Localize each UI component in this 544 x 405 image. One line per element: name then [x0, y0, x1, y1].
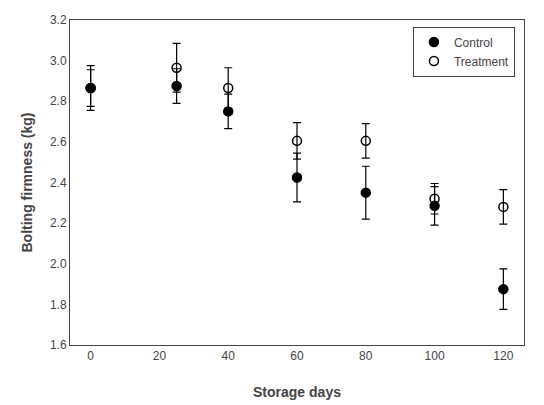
svg-text:2.6: 2.6 [50, 135, 67, 149]
svg-text:Storage days: Storage days [253, 384, 341, 400]
svg-text:1.6: 1.6 [50, 338, 67, 352]
svg-text:2.2: 2.2 [50, 216, 67, 230]
svg-text:120: 120 [493, 349, 513, 363]
svg-text:80: 80 [359, 349, 373, 363]
svg-text:Treatment: Treatment [454, 55, 509, 69]
svg-text:3.2: 3.2 [50, 13, 67, 27]
svg-text:0: 0 [87, 349, 94, 363]
svg-text:Bolting firmness (kg): Bolting firmness (kg) [19, 112, 35, 252]
svg-text:2.4: 2.4 [50, 176, 67, 190]
svg-text:Control: Control [454, 36, 493, 50]
svg-text:1.8: 1.8 [50, 298, 67, 312]
svg-text:2.8: 2.8 [50, 94, 67, 108]
svg-text:20: 20 [153, 349, 167, 363]
svg-text:60: 60 [290, 349, 304, 363]
svg-text:2.0: 2.0 [50, 257, 67, 271]
svg-text:100: 100 [425, 349, 445, 363]
svg-text:3.0: 3.0 [50, 54, 67, 68]
svg-text:40: 40 [222, 349, 236, 363]
